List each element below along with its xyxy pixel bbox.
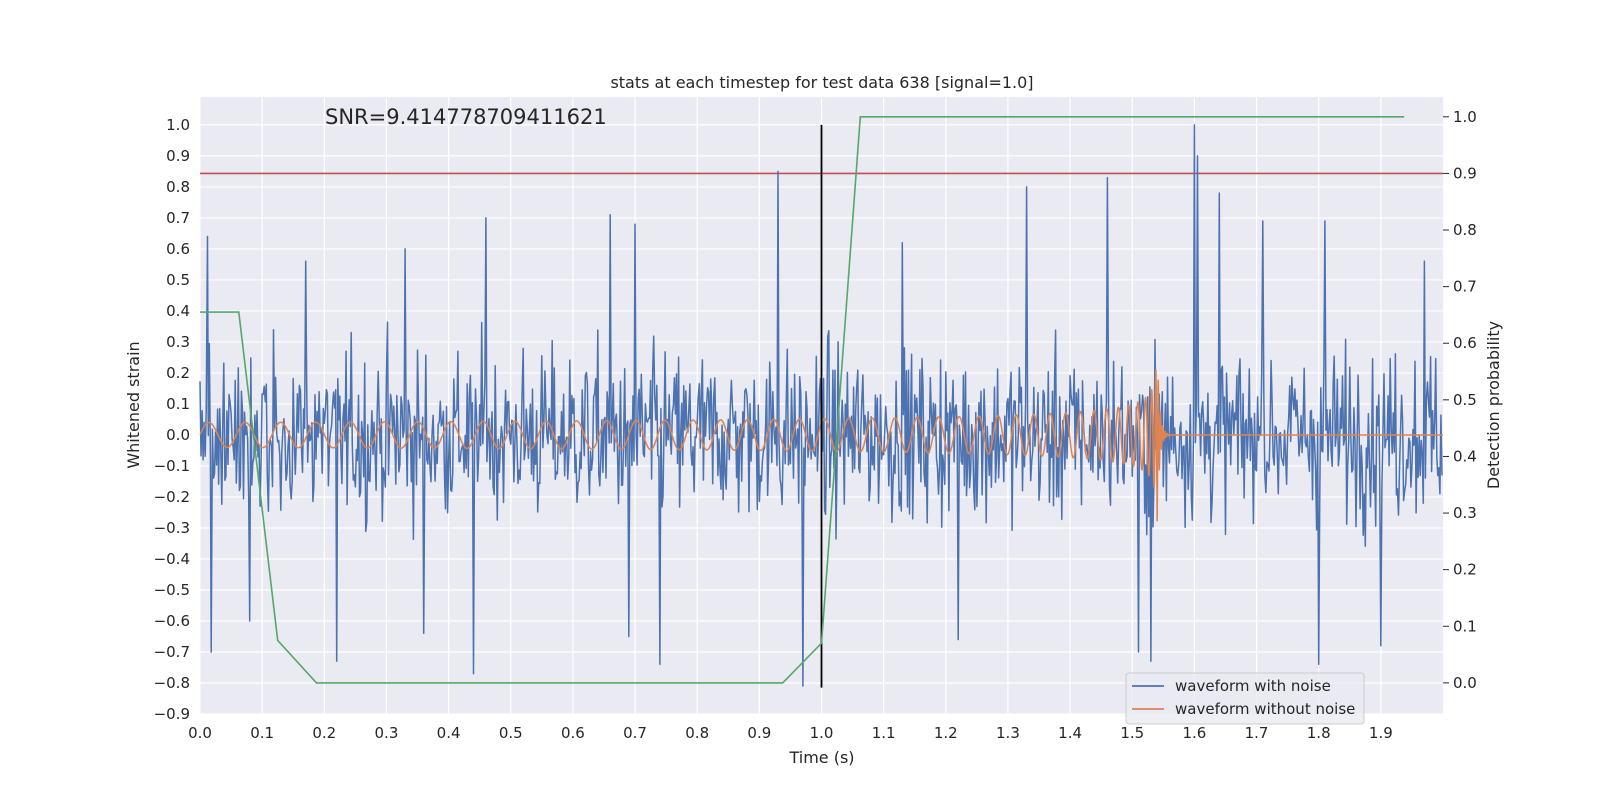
y-tick-label: 0.7	[166, 209, 190, 227]
y2-tick-label: 0.1	[1453, 617, 1477, 635]
y-tick-label: −0.6	[154, 612, 190, 630]
legend-box	[1125, 672, 1365, 725]
y-axis-label: Whitened strain	[124, 341, 143, 468]
legend-label-waveform-without-noise: waveform without noise	[1175, 700, 1355, 718]
x-tick-label: 0.5	[499, 724, 523, 742]
y2-tick-label: 0.7	[1453, 278, 1477, 296]
snr-annotation: SNR=9.414778709411621	[325, 105, 607, 129]
chart-title: stats at each timestep for test data 638…	[610, 73, 1033, 92]
y2-tick-labels: 1.0 0.9 0.8 0.7 0.6 0.5 0.4 0.3 0.2 0.1 0.0	[1443, 108, 1477, 692]
y-tick-label: −0.5	[154, 581, 190, 599]
y2-tick-label: 0.5	[1453, 391, 1477, 409]
y2-tick-label: 0.0	[1453, 674, 1477, 692]
y-tick-label: −0.1	[154, 457, 190, 475]
x-tick-label: 0.9	[747, 724, 771, 742]
y2-tick-label: 1.0	[1453, 108, 1477, 126]
y-tick-label: −0.9	[154, 705, 190, 723]
x-tick-label: 1.6	[1182, 724, 1206, 742]
x-tick-label: 1.7	[1245, 724, 1269, 742]
x-tick-label: 1.0	[810, 724, 834, 742]
y-tick-label: 0.4	[166, 302, 190, 320]
x-tick-label: 1.8	[1307, 724, 1331, 742]
y2-tick-label: 0.2	[1453, 561, 1477, 579]
x-axis-label: Time (s)	[788, 748, 854, 767]
y-tick-label: 0.6	[166, 240, 190, 258]
y-tick-label: 0.1	[166, 395, 190, 413]
x-tick-label: 1.2	[934, 724, 958, 742]
y2-tick-label: 0.8	[1453, 221, 1477, 239]
y2-tick-label: 0.6	[1453, 334, 1477, 352]
x-tick-label: 1.4	[1058, 724, 1082, 742]
y-tick-labels: 1.0 0.9 0.8 0.7 0.6 0.5 0.4 0.3 0.2 0.1 0.0 −0.1 −0.…	[154, 116, 190, 723]
x-tick-label: 0.8	[685, 724, 709, 742]
legend: waveform with noise waveform without noi…	[1125, 672, 1365, 725]
x-tick-label: 1.1	[872, 724, 896, 742]
legend-label-waveform-with-noise: waveform with noise	[1175, 677, 1331, 695]
series-detection-probability	[200, 116, 1405, 684]
x-tick-label: 0.6	[561, 724, 585, 742]
y-tick-label: 0.9	[166, 147, 190, 165]
y-tick-label: −0.2	[154, 488, 190, 506]
y2-tick-label: 0.3	[1453, 504, 1477, 522]
y2-tick-label: 0.4	[1453, 447, 1477, 465]
x-tick-labels: 0.0 0.1 0.2 0.3 0.4 0.5 0.6 0.7 0.8 0.9 1.0 1.1 1.2 1…	[188, 724, 1393, 742]
x-tick-label: 0.1	[250, 724, 274, 742]
y-tick-label: −0.3	[154, 519, 190, 537]
y-tick-label: 0.8	[166, 178, 190, 196]
y-tick-label: 0.0	[166, 426, 190, 444]
y-tick-label: −0.8	[154, 674, 190, 692]
y-tick-label: −0.4	[154, 550, 190, 568]
y-tick-label: 1.0	[166, 116, 190, 134]
y-tick-label: −0.7	[154, 643, 190, 661]
x-tick-label: 1.5	[1120, 724, 1144, 742]
y-tick-label: 0.5	[166, 271, 190, 289]
y2-tick-label: 0.9	[1453, 164, 1477, 182]
x-tick-label: 0.2	[312, 724, 336, 742]
y-tick-label: 0.2	[166, 364, 190, 382]
x-tick-label: 0.4	[437, 724, 461, 742]
x-tick-label: 0.7	[623, 724, 647, 742]
x-tick-label: 1.3	[996, 724, 1020, 742]
y-tick-label: 0.3	[166, 333, 190, 351]
x-tick-label: 1.9	[1369, 724, 1393, 742]
x-tick-label: 0.3	[375, 724, 399, 742]
y2-axis-label: Detection probability	[1484, 321, 1503, 489]
x-tick-label: 0.0	[188, 724, 212, 742]
